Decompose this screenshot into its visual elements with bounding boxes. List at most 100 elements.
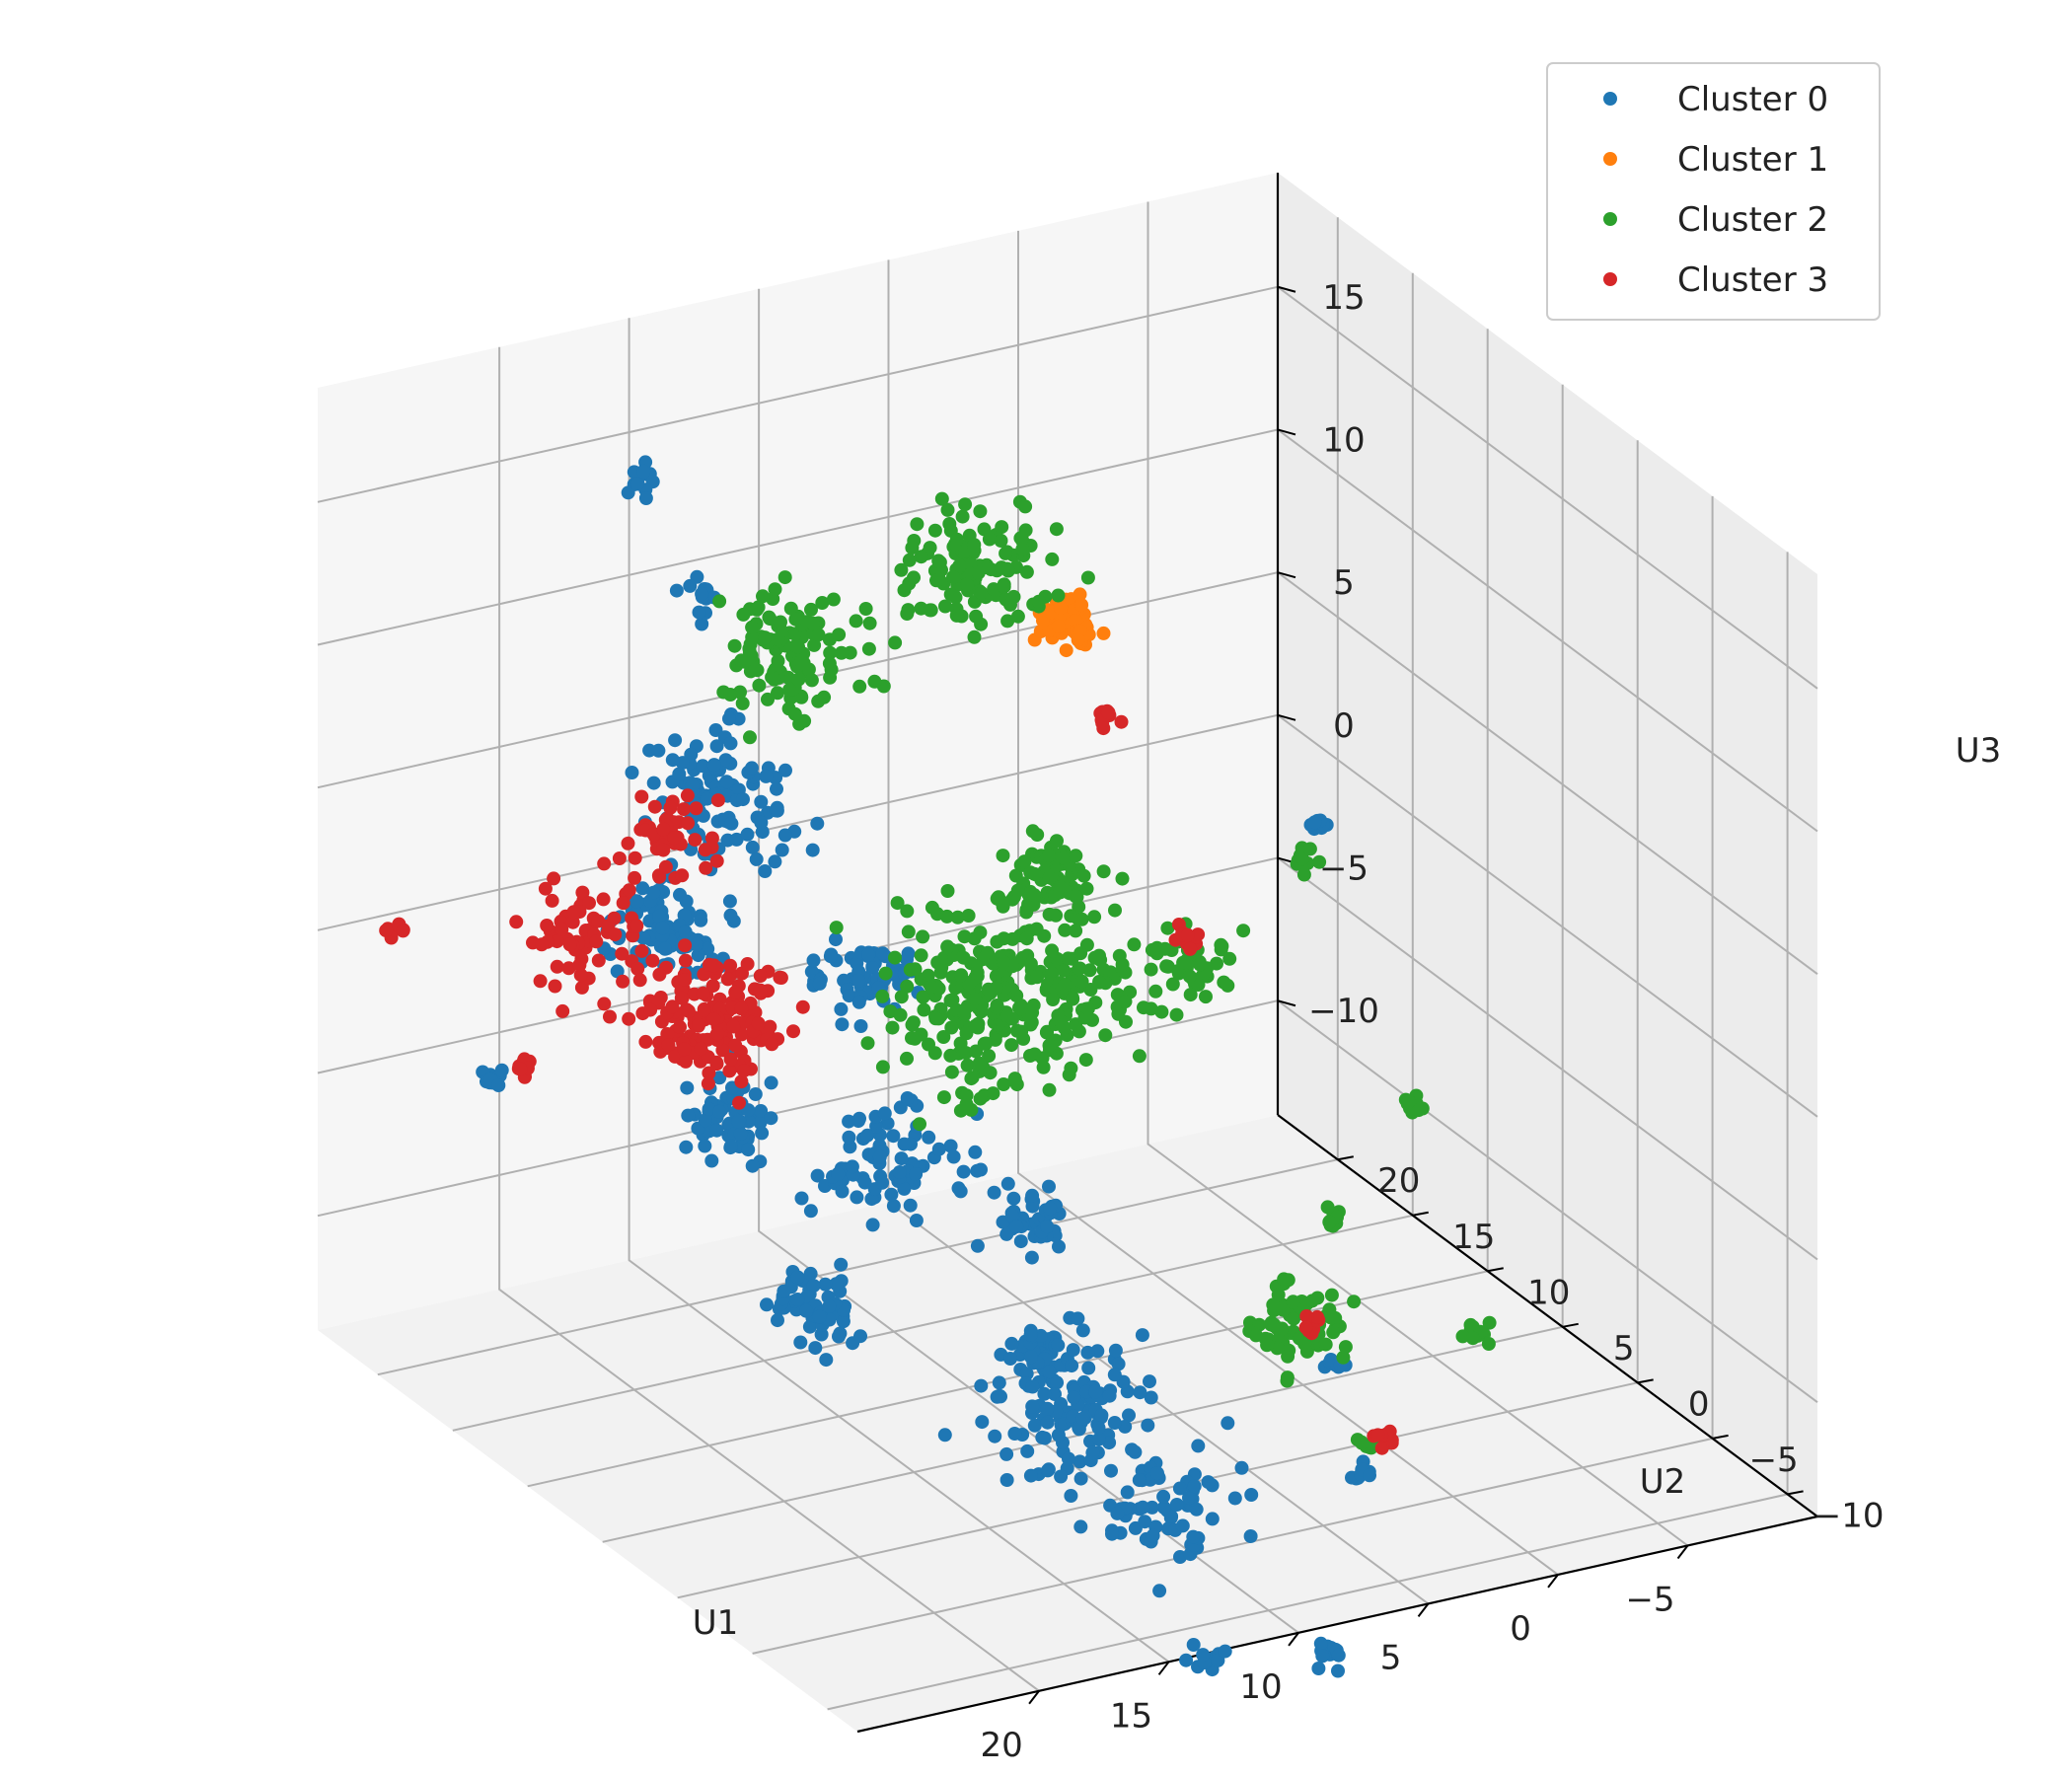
data-point [689, 801, 703, 816]
data-point [823, 645, 838, 660]
data-point [1196, 1648, 1211, 1663]
data-point [794, 1191, 809, 1206]
tick-labels: −5 0 5 10 15 20 −10 −5 0 5 10 15 20 −10 −5 0 5 10 15 [980, 278, 1884, 1765]
data-point [1042, 1179, 1056, 1194]
data-point [780, 670, 795, 685]
data-point [1260, 1338, 1275, 1353]
data-point [1025, 1399, 1040, 1414]
axis-lines [856, 173, 1818, 1734]
data-point [1182, 1491, 1196, 1505]
data-point [967, 538, 982, 553]
data-point [1318, 1337, 1333, 1352]
data-point [1191, 978, 1206, 992]
data-point [987, 1185, 1001, 1200]
data-point [982, 532, 997, 547]
data-point [628, 851, 642, 865]
data-point [1146, 1528, 1160, 1543]
data-point [1066, 1343, 1080, 1358]
data-point [969, 609, 984, 624]
data-point [925, 900, 939, 915]
data-point [1096, 721, 1111, 736]
data-point [940, 939, 955, 954]
y-axis-label: U2 [1640, 1462, 1686, 1502]
data-point [1132, 1049, 1147, 1064]
data-point [1133, 1385, 1147, 1400]
data-point [924, 980, 938, 995]
data-point [759, 769, 774, 783]
data-point [997, 579, 1011, 594]
data-point [897, 583, 912, 598]
data-point [643, 1002, 658, 1017]
data-point [1067, 1390, 1081, 1405]
data-point [1465, 1331, 1480, 1346]
data-point [1045, 552, 1060, 566]
data-point [597, 856, 612, 871]
data-point [1000, 1176, 1015, 1191]
data-point [1118, 995, 1133, 1009]
data-point [1152, 1584, 1167, 1598]
data-point [1165, 977, 1180, 992]
data-point [1053, 880, 1068, 895]
data-point [1076, 868, 1091, 883]
data-point [900, 979, 915, 994]
data-point [999, 1473, 1014, 1487]
data-point [646, 776, 661, 790]
data-point [949, 608, 964, 623]
data-point [710, 793, 725, 808]
data-point [665, 753, 680, 768]
data-point [1040, 1401, 1055, 1416]
data-point [986, 1086, 1000, 1101]
data-point [1296, 867, 1311, 882]
data-point [1115, 871, 1130, 886]
data-point [1005, 1011, 1019, 1026]
data-point [875, 1175, 890, 1190]
data-point [1141, 1418, 1155, 1433]
data-point [1069, 889, 1083, 904]
data-point [805, 843, 820, 857]
data-point [1081, 1361, 1096, 1375]
data-point [723, 958, 738, 973]
data-point [1096, 864, 1111, 879]
data-point [1156, 1500, 1171, 1515]
data-point [886, 1199, 901, 1214]
data-point [888, 950, 902, 965]
data-point [1003, 1352, 1017, 1366]
data-point [1045, 943, 1060, 958]
data-point [735, 696, 750, 710]
data-point [575, 885, 590, 900]
data-point [1347, 1295, 1362, 1309]
data-point [1307, 815, 1322, 830]
y-tick-mark [1412, 1211, 1429, 1217]
data-point [958, 497, 973, 512]
data-point [709, 1123, 724, 1138]
data-point [668, 1049, 683, 1064]
data-point [732, 1095, 746, 1110]
data-point [1065, 1359, 1079, 1373]
data-point [1024, 1250, 1039, 1265]
data-point [957, 1004, 972, 1019]
data-point [1091, 1432, 1106, 1446]
data-point [736, 607, 751, 622]
z-tick-mark [1277, 571, 1296, 579]
data-point [733, 1127, 748, 1141]
data-point [1051, 619, 1066, 633]
data-point [1482, 1315, 1497, 1330]
y-tick-label: 10 [1527, 1273, 1570, 1312]
data-point [396, 924, 410, 938]
data-point [694, 913, 708, 927]
data-point [927, 1046, 942, 1061]
data-point [1027, 888, 1042, 902]
data-point [886, 1129, 901, 1144]
data-point [753, 983, 768, 998]
data-point [936, 1090, 951, 1105]
data-point [894, 562, 909, 577]
data-point [1234, 1460, 1249, 1475]
data-point [678, 938, 693, 953]
data-point [1037, 1386, 1052, 1401]
data-point [1243, 1529, 1258, 1543]
data-point [763, 612, 777, 627]
data-point [699, 860, 713, 875]
data-point [936, 1030, 951, 1044]
data-point [1006, 1191, 1021, 1206]
data-point [862, 616, 877, 630]
